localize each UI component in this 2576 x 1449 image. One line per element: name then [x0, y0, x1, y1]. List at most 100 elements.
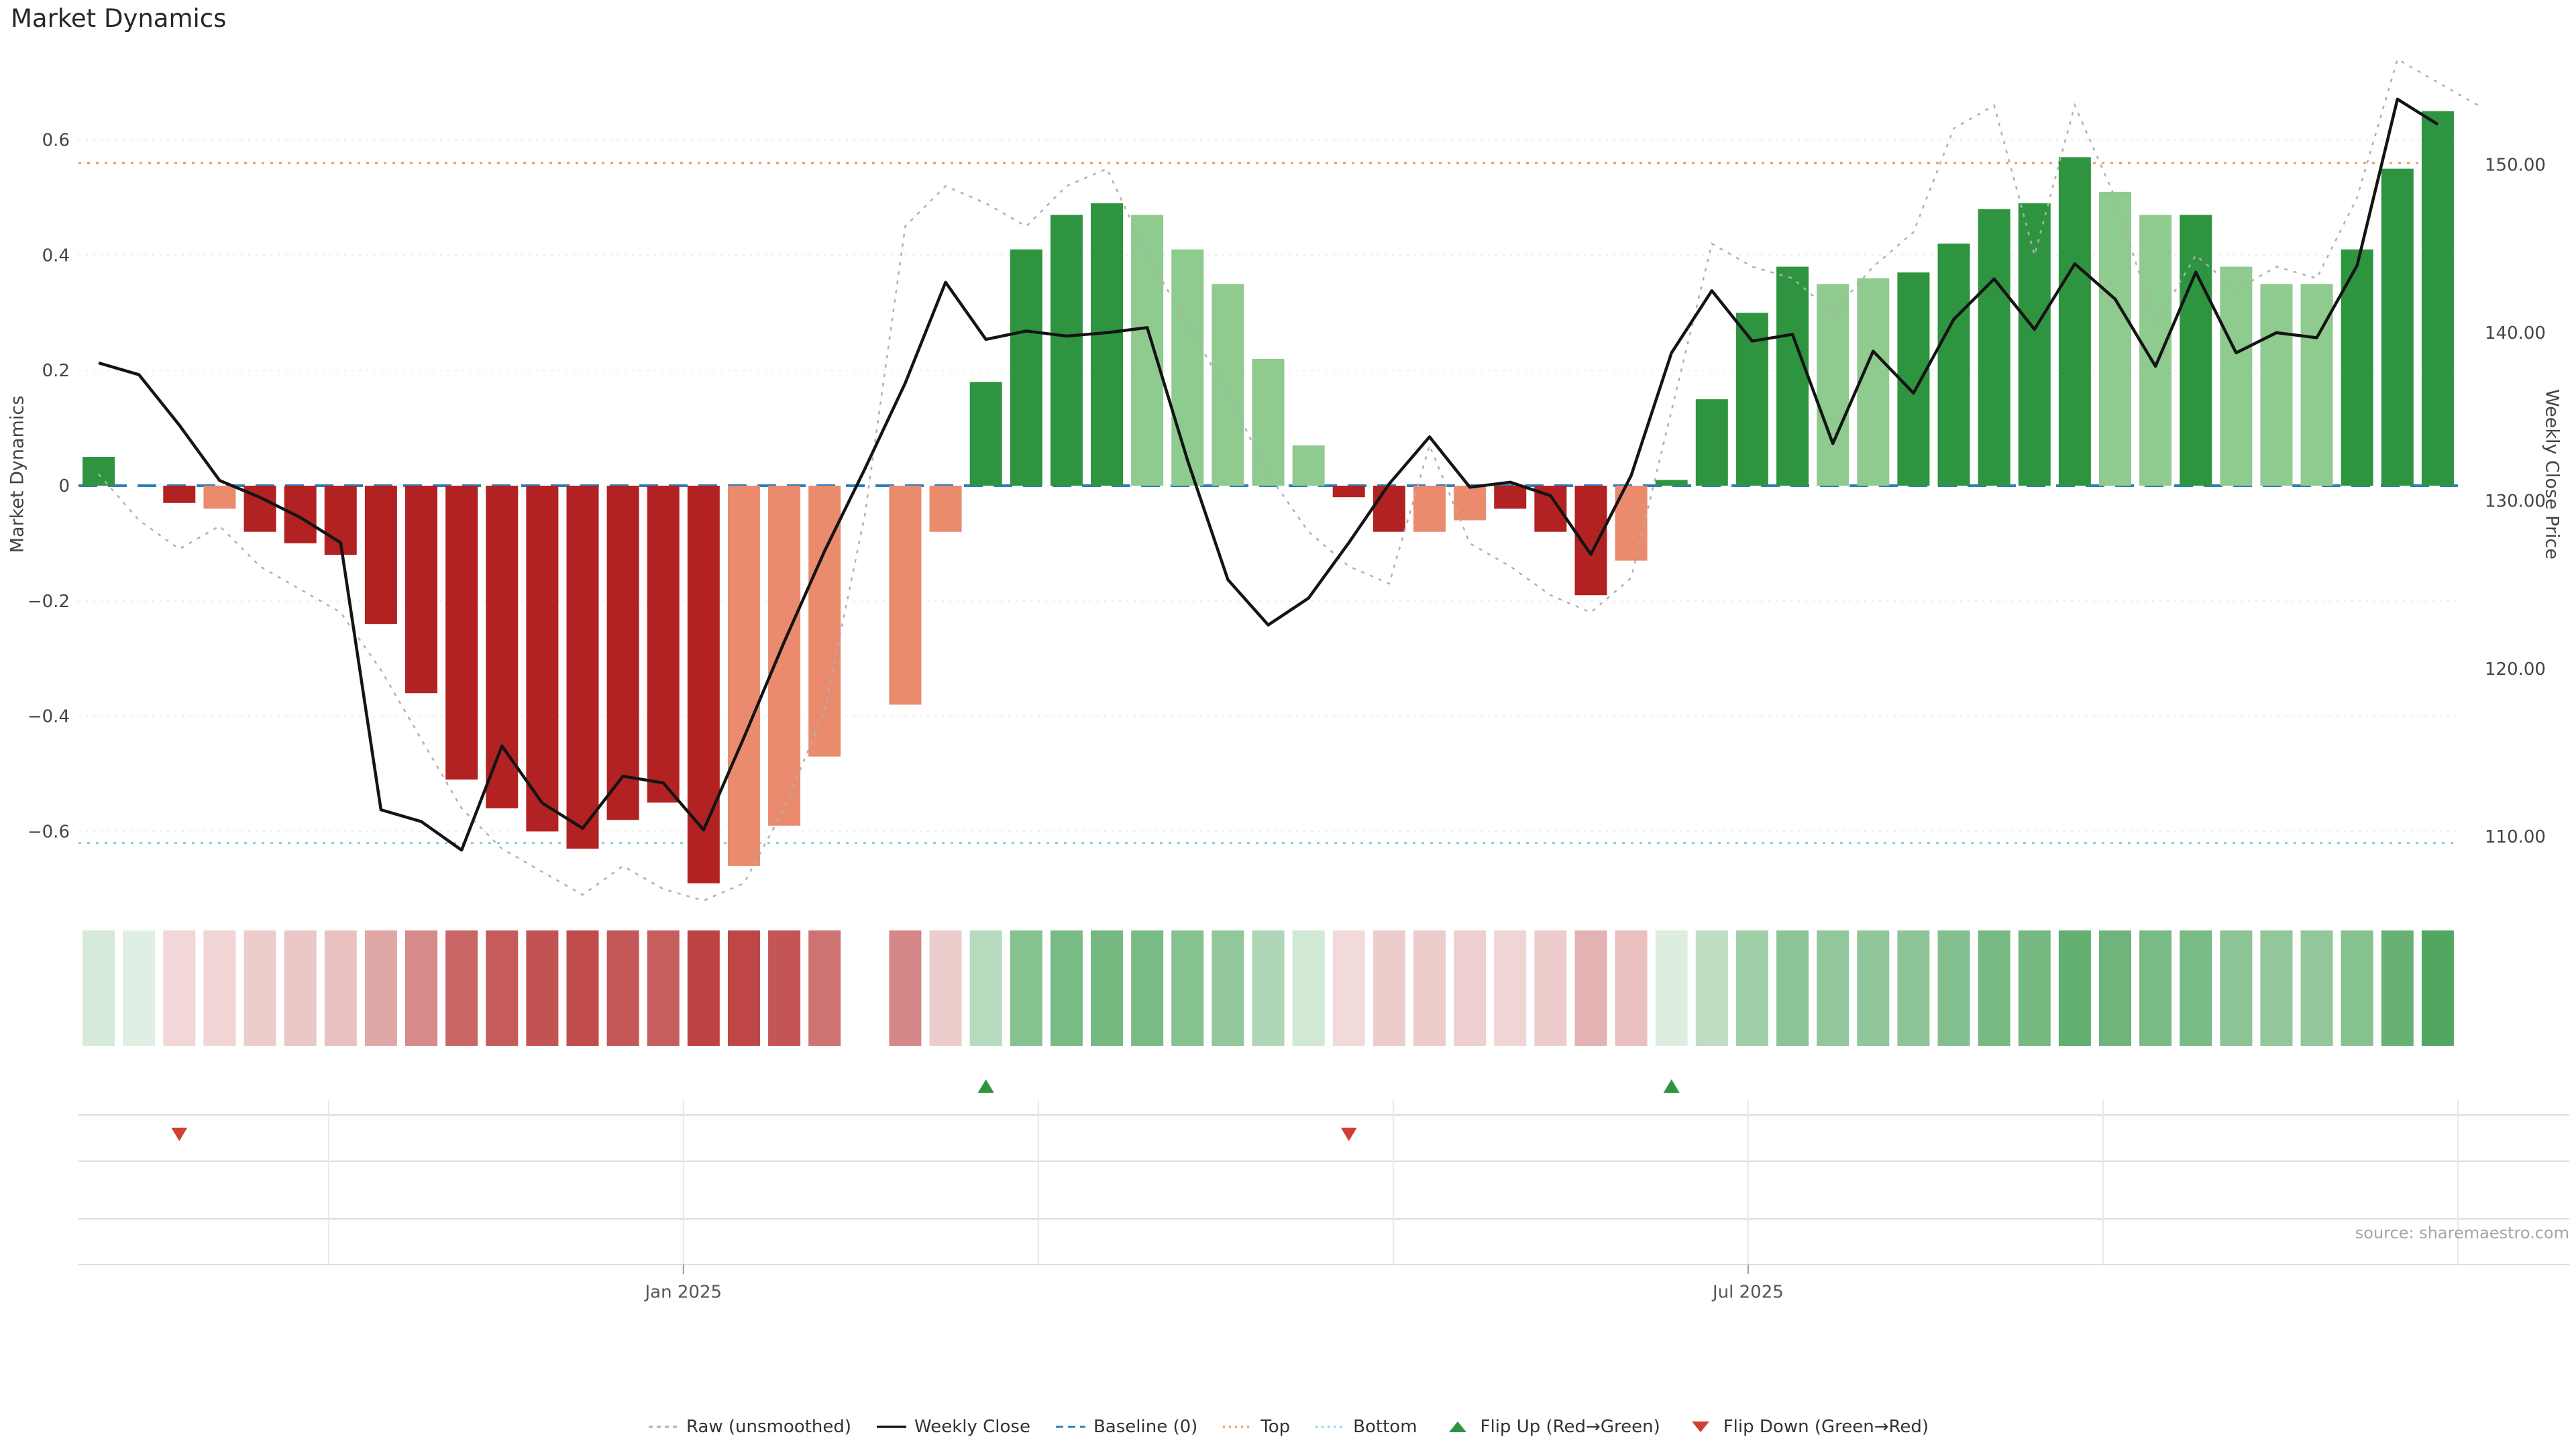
dynamics-bar	[566, 486, 599, 849]
dynamics-bar	[2341, 249, 2373, 486]
heat-strip-cell	[1615, 930, 1648, 1046]
heat-strip-cell	[2300, 930, 2333, 1046]
x-axis-ticks: Jan 2025 Jul 2025	[644, 1265, 1784, 1302]
dynamics-bar	[1373, 486, 1405, 532]
dynamics-bar	[1292, 445, 1325, 486]
dynamics-bar	[1695, 399, 1728, 486]
heat-strip-cell	[1655, 930, 1688, 1046]
flip-up-markers	[977, 1079, 1680, 1093]
dynamics-bar	[364, 486, 397, 625]
dynamics-bars	[83, 111, 2454, 883]
heat-strip-cell	[1131, 930, 1164, 1046]
heat-strip-cell	[1735, 930, 1768, 1046]
heat-strip-cell	[526, 930, 559, 1046]
dynamics-bar	[1050, 215, 1083, 486]
heat-strip-cell	[364, 930, 397, 1046]
flip-down-triangle-icon	[171, 1128, 188, 1141]
heat-strip-cell	[1091, 930, 1124, 1046]
heat-strip-cell	[83, 930, 115, 1046]
dashed-line-swatch-icon	[1055, 1426, 1085, 1428]
heat-strip-cell	[889, 930, 922, 1046]
legend-item-label: Bottom	[1353, 1417, 1417, 1437]
heat-strip-cell	[1292, 930, 1325, 1046]
weekly-close-line	[98, 97, 2439, 852]
dynamics-bar	[1897, 272, 1930, 486]
legend-item: Flip Up (Red→Green)	[1442, 1417, 1660, 1437]
y-tick-label-left: −0.4	[28, 707, 70, 727]
heat-strip-cell	[768, 930, 801, 1046]
triangle-down-swatch-icon	[1691, 1421, 1709, 1432]
dynamics-bar	[647, 486, 680, 803]
dynamics-bar	[284, 486, 317, 543]
heat-strip-cell	[808, 930, 841, 1046]
heat-strip-cell	[1857, 930, 1890, 1046]
dynamics-bar	[929, 486, 962, 532]
dynamics-bar	[1978, 209, 2010, 486]
heat-strip-cell	[2381, 930, 2414, 1046]
heat-strip-cell	[2220, 930, 2253, 1046]
legend-item-label: Baseline (0)	[1093, 1417, 1198, 1437]
dynamics-bar	[1212, 284, 1244, 486]
heat-strip-cell	[1574, 930, 1607, 1046]
dynamics-bar	[1776, 266, 1809, 486]
dynamics-bar	[727, 486, 760, 866]
heat-strip-cell	[2058, 930, 2091, 1046]
dynamics-bar	[2421, 111, 2454, 486]
triangle-up-swatch-icon	[1448, 1421, 1466, 1432]
dynamics-bar	[1091, 203, 1124, 486]
dynamics-bar	[1332, 486, 1365, 498]
heat-strip-cell	[1776, 930, 1809, 1046]
right-y-tick-labels: 150.00 140.00 130.00 120.00 110.00	[2485, 156, 2546, 848]
y-tick-label-left: −0.6	[28, 822, 70, 842]
dotted-line-swatch-icon	[1223, 1426, 1253, 1428]
heat-strip-cell	[2098, 930, 2131, 1046]
dynamics-bar	[1817, 284, 1849, 486]
heat-strip-cell	[163, 930, 196, 1046]
y-tick-label-left: 0.6	[42, 131, 70, 151]
dynamics-bar	[2220, 266, 2253, 486]
heat-strip-cell	[606, 930, 639, 1046]
legend-item-label: Flip Down (Green→Red)	[1723, 1417, 1929, 1437]
legend-item: Baseline (0)	[1055, 1417, 1197, 1437]
dynamics-bar	[768, 486, 801, 826]
solid-line-swatch-icon	[877, 1426, 907, 1428]
heat-strip-cell	[123, 930, 156, 1046]
dynamics-bar	[1937, 244, 1970, 486]
chart-title: Market Dynamics	[11, 4, 227, 33]
dynamics-bar	[969, 382, 1002, 486]
heat-strip-cell	[2260, 930, 2293, 1046]
raw-line-swatch-icon	[648, 1426, 678, 1428]
y-tick-label-left: 0.2	[42, 361, 70, 381]
heat-strip-cell	[566, 930, 599, 1046]
heat-strip-cell	[445, 930, 478, 1046]
heat-strip-cell	[727, 930, 760, 1046]
heat-strip-cell	[1332, 930, 1365, 1046]
dynamics-bar	[163, 486, 196, 503]
dynamics-bar	[203, 486, 236, 509]
dynamics-bar	[1010, 249, 1042, 486]
heat-strip-cell	[1454, 930, 1487, 1046]
dynamics-bar	[1413, 486, 1446, 532]
legend-item: Top	[1222, 1417, 1290, 1437]
y-tick-label-right: 130.00	[2485, 491, 2546, 511]
dynamics-bar	[1454, 486, 1487, 521]
heat-strip-cell	[1212, 930, 1244, 1046]
heat-strip-cell	[1171, 930, 1204, 1046]
y-tick-label-right: 120.00	[2485, 659, 2546, 680]
heat-strip-cell	[929, 930, 962, 1046]
heat-strip	[83, 930, 2454, 1046]
heat-strip-cell	[203, 930, 236, 1046]
heat-strip-cell	[647, 930, 680, 1046]
flip-up-triangle-icon	[1663, 1079, 1680, 1093]
y-tick-label-right: 150.00	[2485, 156, 2546, 176]
heat-strip-cell	[405, 930, 438, 1046]
heat-strip-cell	[1010, 930, 1042, 1046]
heat-strip-cell	[1978, 930, 2010, 1046]
legend-item: Bottom	[1314, 1417, 1417, 1437]
y-tick-label-left: 0.4	[42, 246, 70, 266]
dynamics-bar	[405, 486, 438, 694]
heat-strip-cell	[1252, 930, 1285, 1046]
dynamics-bar	[2058, 157, 2091, 486]
dynamics-bar	[1857, 278, 1890, 486]
